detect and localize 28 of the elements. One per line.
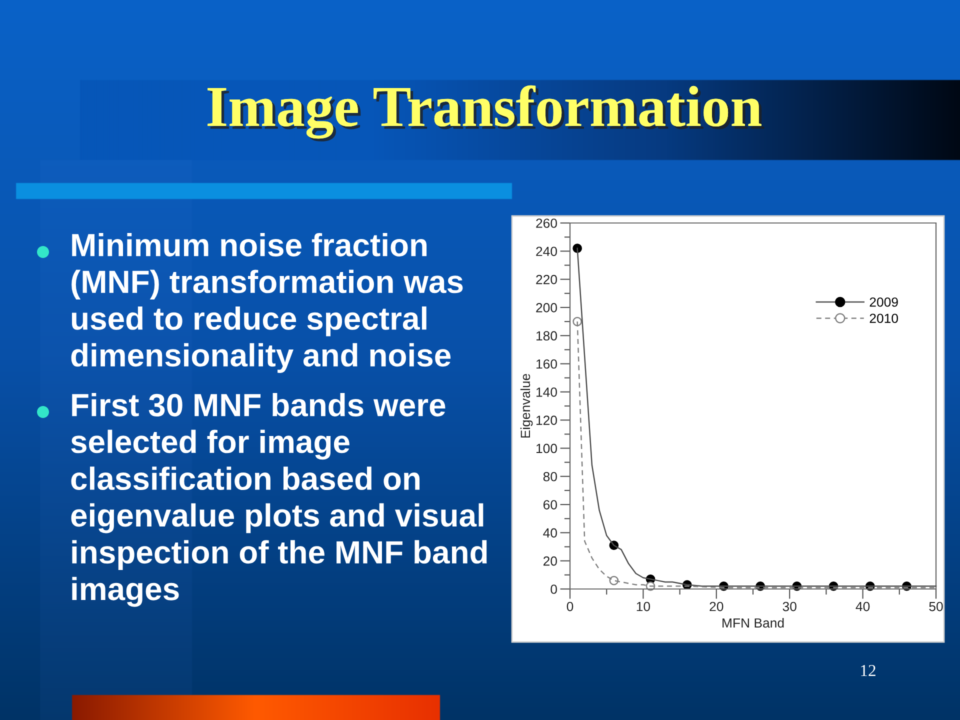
legend-label: 2009 [870,297,898,307]
y-tick-label: 200 [536,303,557,312]
x-tick-label: 20 [710,602,724,612]
x-axis-title: MFN Band [722,618,784,628]
y-tick-label: 20 [543,556,557,566]
y-tick-label: 60 [543,500,557,510]
y-tick-label: 220 [536,274,557,284]
text: Minimum noise fraction (MNF) transformation was used to reduce spectral dimensionality and noise [71,233,463,373]
y-tick-label: 40 [543,528,557,538]
y-tick-label: 0 [550,584,557,594]
chart-title: Image Transformation [208,85,764,142]
x-tick-label: 50 [929,602,943,612]
y-tick-label: 240 [536,246,557,256]
y-tick-label: 80 [543,472,557,482]
legend-label: 2010 [870,314,898,324]
y-tick-label: 180 [536,331,557,341]
y-tick-label: 140 [536,387,557,397]
y-axis-title: Eigenvalue [520,374,533,438]
x-tick-label: 10 [636,602,650,612]
x-tick-label: 30 [782,602,796,612]
x-tick-label: 0 [566,602,574,612]
y-tick-label: 120 [536,416,557,425]
x-tick-label: 40 [856,602,870,612]
text: 12 [861,664,876,676]
y-tick-label: 160 [536,359,557,369]
y-tick-label: 260 [536,218,557,228]
text: First 30 MNF bands were selected for image classification based on eigenvalue plots and visual inspection of the MNF band images [71,393,487,607]
y-tick-label: 100 [536,444,557,454]
